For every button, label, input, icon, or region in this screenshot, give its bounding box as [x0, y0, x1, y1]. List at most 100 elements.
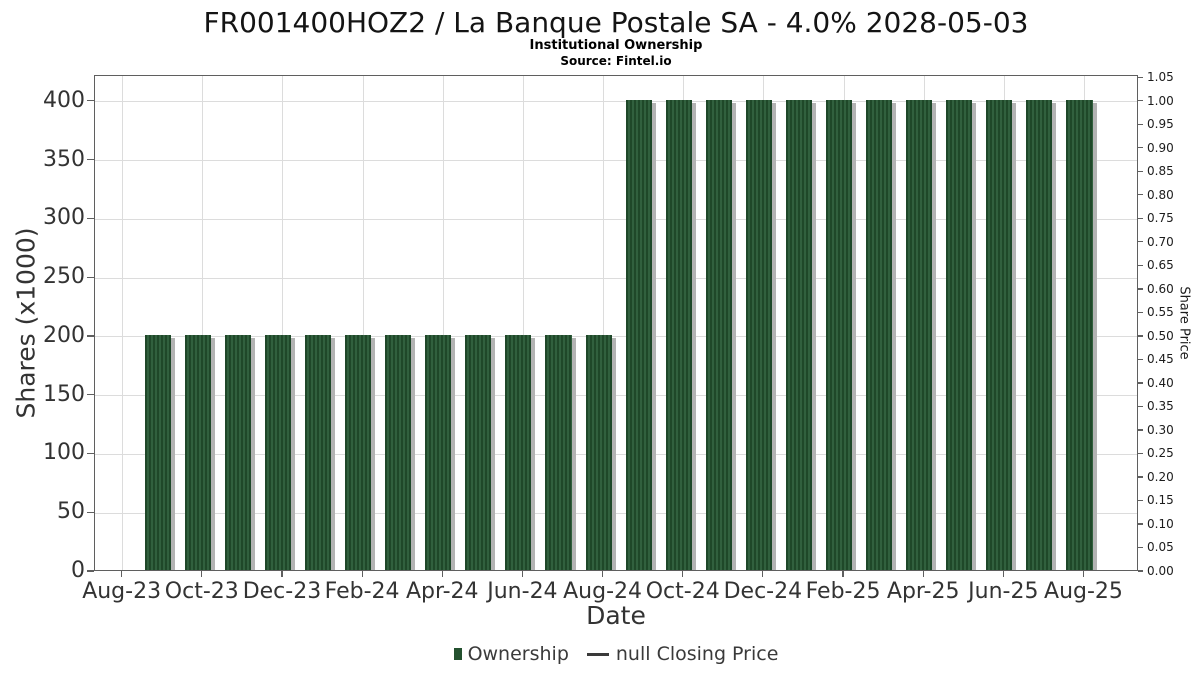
gridline-h	[95, 512, 1137, 514]
price-tick-label: 0.85	[1147, 164, 1174, 179]
x-tick	[201, 571, 203, 577]
gridline-v	[442, 76, 444, 570]
price-tick-label: 0.60	[1147, 281, 1174, 296]
x-tick	[281, 571, 283, 577]
bar-shadow	[731, 102, 736, 570]
y-tick-label: 250	[43, 264, 85, 290]
gridline-h	[95, 160, 1137, 162]
ownership-bar	[705, 99, 736, 570]
y-tick-right	[1138, 382, 1143, 384]
y-tick-label: 350	[43, 146, 85, 172]
gridline-v	[122, 76, 124, 570]
gridline-v	[362, 76, 364, 570]
bar-shadow	[170, 337, 175, 570]
price-tick-label: 0.45	[1147, 352, 1174, 367]
price-tick-label: 1.05	[1147, 70, 1174, 85]
x-tick	[1082, 571, 1085, 577]
plot-area	[94, 75, 1138, 571]
x-tick	[842, 571, 844, 577]
gridline-v	[603, 76, 605, 570]
ownership-bar	[826, 99, 857, 570]
x-tick-label: Apr-25	[886, 579, 960, 604]
bar-shadow	[411, 337, 416, 570]
y-tick-left	[87, 394, 94, 396]
ownership-bar	[144, 334, 175, 570]
x-tick-label: Feb-24	[324, 579, 400, 604]
ownership-bar	[1066, 99, 1097, 570]
x-tick	[121, 571, 123, 577]
y-tick-right	[1138, 570, 1143, 572]
bar-shadow	[451, 337, 456, 570]
ownership-bar	[224, 334, 255, 570]
y-tick-right	[1138, 100, 1143, 102]
y-tick-right	[1138, 405, 1143, 408]
y-tick-label: 150	[43, 381, 85, 407]
price-tick-label: 0.10	[1147, 516, 1174, 531]
ownership-bar	[505, 334, 536, 570]
price-tick-label: 0.40	[1147, 375, 1174, 390]
y-tick-left	[87, 159, 94, 161]
gridline-v	[522, 76, 524, 570]
y-tick-right	[1138, 311, 1143, 313]
bar-shadow	[811, 102, 816, 570]
y-tick-left	[87, 335, 94, 337]
y-tick-right	[1138, 194, 1143, 196]
bar-shadow	[611, 337, 616, 570]
x-tick-label: Oct-23	[164, 579, 239, 604]
price-tick-label: 0.00	[1147, 564, 1174, 578]
y-tick-label: 100	[43, 440, 85, 466]
x-tick	[762, 571, 764, 577]
price-tick-label: 0.75	[1147, 211, 1174, 226]
price-tick-label: 0.90	[1147, 140, 1174, 155]
price-tick-label: 0.05	[1147, 540, 1174, 555]
x-tick	[682, 571, 684, 577]
ownership-bar	[345, 334, 376, 570]
x-tick	[361, 571, 363, 577]
bar-shadow	[771, 102, 776, 570]
ownership-bar	[625, 99, 656, 570]
y-tick-right	[1138, 546, 1143, 549]
ownership-bar	[305, 334, 336, 570]
legend-ownership-label: Ownership	[467, 643, 569, 665]
gridline-h	[95, 277, 1137, 279]
price-tick-label: 0.15	[1147, 493, 1174, 508]
y-tick-right	[1138, 523, 1143, 525]
ownership-bar	[465, 334, 496, 570]
x-tick	[601, 571, 604, 577]
y-tick-right	[1138, 358, 1143, 361]
ownership-bar	[545, 334, 576, 570]
y-tick-right	[1138, 288, 1143, 290]
price-tick-label: 1.00	[1147, 93, 1174, 108]
y-tick-label: 200	[43, 322, 85, 348]
y-tick-right	[1138, 499, 1143, 502]
chart-subtitle: Institutional Ownership	[529, 38, 703, 53]
x-tick-label: Oct-24	[645, 579, 720, 604]
price-tick-label: 0.70	[1147, 234, 1174, 249]
bar-shadow	[972, 102, 977, 570]
gridline-h	[95, 453, 1137, 455]
x-axis-title: Date	[586, 601, 646, 630]
ownership-bar	[986, 99, 1017, 570]
ownership-bar	[745, 99, 776, 570]
y-tick-right	[1138, 76, 1143, 78]
x-tick-label: Dec-24	[723, 579, 803, 604]
x-tick-label: Jun-25	[968, 579, 1039, 604]
price-tick-label: 0.20	[1147, 469, 1174, 484]
y-tick-left	[87, 570, 94, 572]
x-tick-label: Aug-24	[563, 579, 642, 604]
y-tick-right	[1138, 170, 1143, 172]
x-tick-label: Aug-25	[1044, 579, 1123, 604]
ownership-bar	[946, 99, 977, 570]
ownership-bar	[866, 99, 897, 570]
bar-shadow	[371, 337, 376, 570]
ownership-bar	[585, 334, 616, 570]
bar-shadow	[210, 337, 215, 570]
x-tick	[441, 571, 443, 577]
legend: Ownership null Closing Price	[94, 643, 1138, 665]
bar-shadow	[852, 102, 857, 570]
y-tick-right	[1138, 452, 1143, 455]
x-tick	[922, 571, 924, 577]
price-tick-label: 0.50	[1147, 328, 1174, 343]
y-tick-label: 300	[43, 205, 85, 231]
bar-shadow	[892, 102, 897, 570]
